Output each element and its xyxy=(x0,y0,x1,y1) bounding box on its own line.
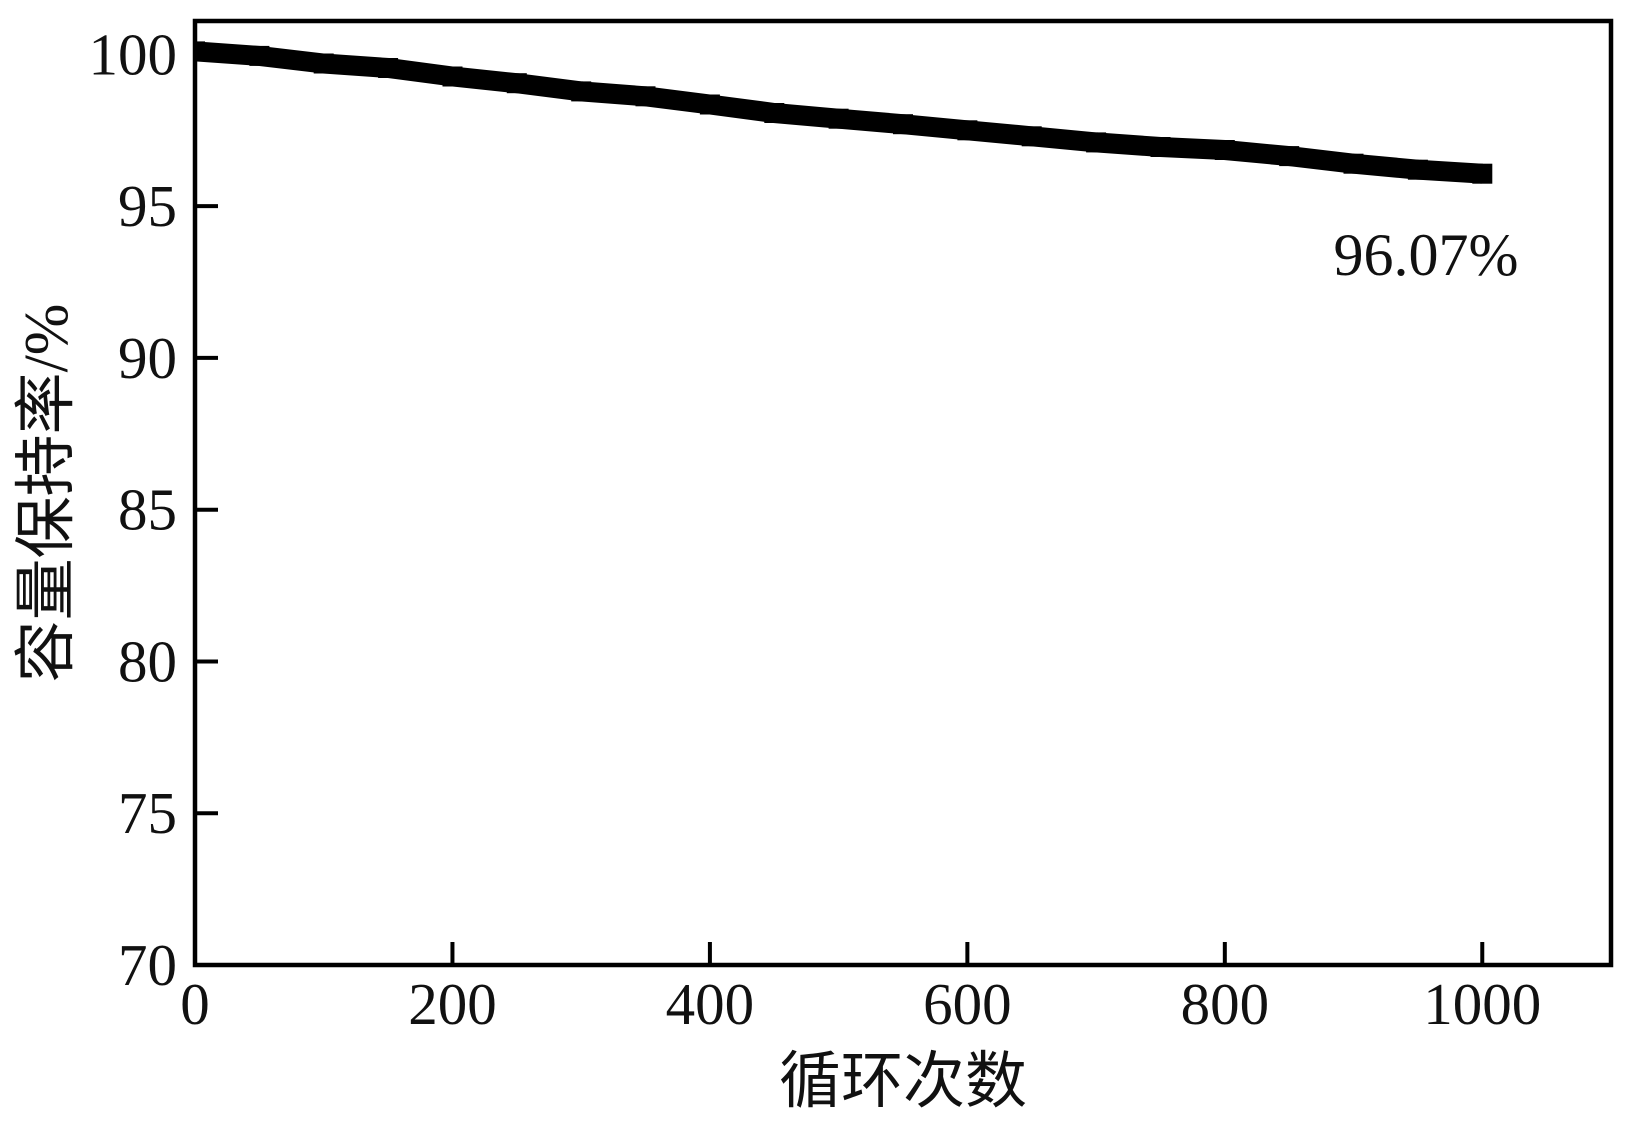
x-tick-label: 600 xyxy=(923,971,1012,1037)
data-point xyxy=(571,81,592,102)
y-tick-label: 70 xyxy=(118,932,177,998)
final-retention-annotation: 96.07% xyxy=(1334,222,1519,288)
x-axis-tick-labels: 0 200 400 600 800 1000 xyxy=(180,971,1541,1037)
data-point xyxy=(313,53,334,74)
plot-frame xyxy=(192,18,1614,968)
data-point xyxy=(957,120,978,141)
data-point xyxy=(1214,140,1235,160)
data-point xyxy=(764,103,785,123)
data-point xyxy=(1150,137,1171,157)
series-layer xyxy=(195,41,1493,184)
data-point xyxy=(1086,132,1107,153)
data-point xyxy=(378,58,399,78)
x-axis-title: 循环次数 xyxy=(779,1048,1027,1116)
y-tick-label: 90 xyxy=(118,325,177,391)
x-tick-label: 1000 xyxy=(1423,971,1541,1037)
data-point xyxy=(1021,126,1042,147)
data-point xyxy=(1407,159,1428,180)
y-tick-label: 95 xyxy=(118,173,177,239)
data-point xyxy=(249,45,270,66)
y-tick-label: 100 xyxy=(89,21,178,87)
data-point xyxy=(635,86,656,107)
data-point xyxy=(1472,163,1493,184)
data-point xyxy=(893,114,913,135)
data-point xyxy=(195,41,205,62)
x-tick-label: 0 xyxy=(180,971,210,1037)
x-tick-label: 800 xyxy=(1181,971,1270,1037)
data-point xyxy=(1279,146,1300,167)
data-point xyxy=(699,94,720,115)
y-tick-label: 80 xyxy=(118,628,177,694)
x-tick-label: 200 xyxy=(408,971,497,1037)
y-axis-title: 容量保持率/% xyxy=(13,304,81,683)
data-point xyxy=(1343,153,1364,174)
data-point xyxy=(506,73,527,94)
y-tick-label: 75 xyxy=(118,780,177,846)
y-axis-tick-labels: 70 75 80 85 90 95 100 xyxy=(89,21,178,998)
data-point xyxy=(828,108,849,129)
data-point xyxy=(442,66,463,87)
x-tick-label: 400 xyxy=(666,971,755,1037)
y-tick-label: 85 xyxy=(118,477,177,543)
